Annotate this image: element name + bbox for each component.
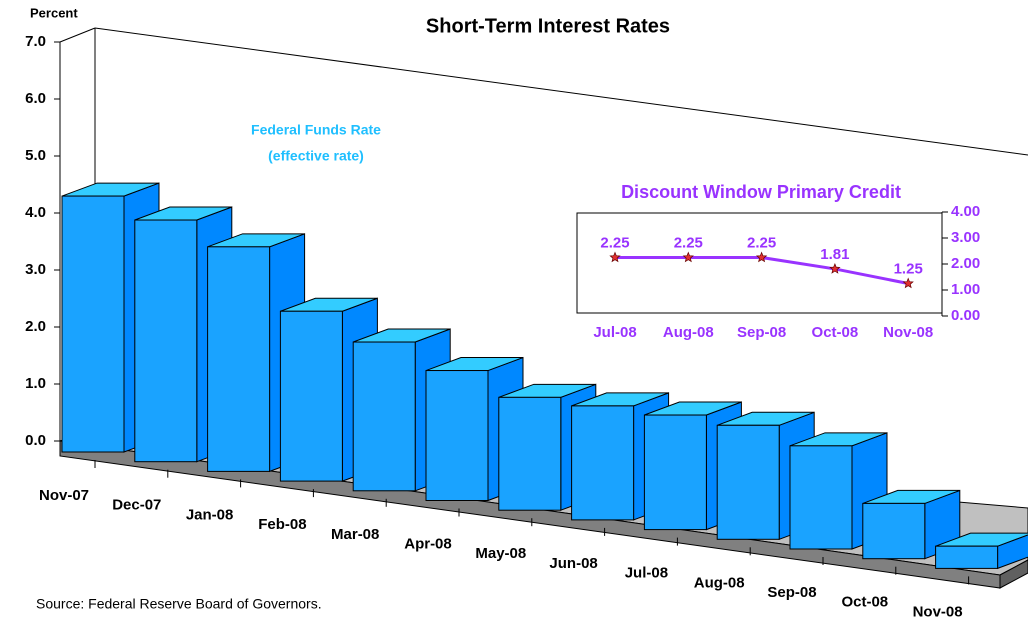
y-tick-label: 6.0 (25, 90, 46, 107)
inset-y-tick-label: 0.00 (951, 307, 980, 324)
bar (352, 341, 416, 492)
value-label: 1.25 (894, 260, 923, 277)
source-note: Source: Federal Reserve Board of Governo… (36, 596, 322, 612)
x-tick-label: Nov-08 (913, 603, 963, 620)
x-tick-label: Sep-08 (767, 584, 816, 601)
marker (755, 251, 768, 263)
x-tick-label: May-08 (475, 545, 526, 562)
bar (498, 396, 562, 511)
inset-y-tick-label: 3.00 (951, 229, 980, 246)
y-tick-label: 2.0 (25, 318, 46, 335)
marker (902, 277, 914, 289)
floor-side (999, 559, 1028, 589)
bar (279, 310, 343, 482)
inset-x-tick-label: Jul-08 (593, 324, 636, 341)
bar (935, 545, 999, 569)
x-tick-label: Dec-07 (112, 497, 161, 514)
wall-corner (59, 27, 96, 43)
inset-x-tick-label: Oct-08 (812, 324, 859, 341)
bar (643, 414, 707, 531)
value-label: 2.25 (600, 234, 629, 251)
inset-x-tick-label: Aug-08 (663, 324, 714, 341)
x-tick-label: Oct-08 (841, 594, 888, 611)
x-tick-label: Feb-08 (258, 516, 306, 533)
x-tick-label: Mar-08 (331, 526, 379, 543)
y-tick-label: 1.0 (25, 375, 46, 392)
bar (207, 246, 271, 472)
value-label: 1.81 (820, 246, 849, 263)
inset-y-tick-label: 1.00 (951, 281, 980, 298)
y-tick-label: 5.0 (25, 147, 46, 164)
inset-x-tick-label: Nov-08 (883, 324, 933, 341)
inset-title: Discount Window Primary Credit (621, 182, 901, 202)
bar (716, 424, 780, 540)
x-tick-label: Aug-08 (694, 574, 745, 591)
y-tick-label: 4.0 (25, 204, 46, 221)
y-axis-label: Percent (30, 5, 78, 20)
marker (609, 251, 621, 263)
y-tick-label: 0.0 (25, 432, 46, 449)
x-tick-label: Apr-08 (404, 535, 452, 552)
value-label: 2.25 (674, 234, 703, 251)
y-tick-label: 7.0 (25, 33, 46, 50)
chart-title: Short-Term Interest Rates (426, 15, 670, 37)
x-tick-label: Jun-08 (549, 555, 597, 572)
marker (829, 263, 841, 274)
bar (425, 370, 489, 502)
value-label: 2.25 (747, 234, 776, 251)
bar (571, 405, 635, 521)
annotation: (effective rate) (268, 148, 364, 164)
inset-y-tick-label: 4.00 (951, 203, 980, 220)
bar (862, 502, 926, 560)
y-tick-label: 3.0 (25, 261, 46, 278)
annotation: Federal Funds Rate (251, 122, 381, 138)
marker (682, 251, 694, 263)
bar (134, 219, 198, 463)
x-tick-label: Jan-08 (186, 506, 234, 523)
inset-x-tick-label: Sep-08 (737, 324, 786, 341)
bar (789, 445, 853, 550)
wall-top (94, 27, 1028, 156)
x-tick-label: Jul-08 (625, 565, 668, 582)
inset-frame (576, 212, 943, 314)
bar (61, 195, 125, 453)
x-tick-label: Nov-07 (39, 487, 89, 504)
inset-y-tick-label: 2.00 (951, 255, 980, 272)
